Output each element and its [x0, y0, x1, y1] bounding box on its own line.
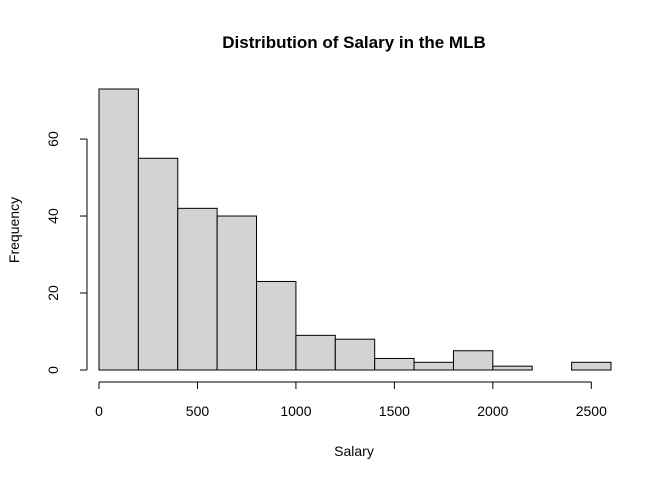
- histogram-bar-800-1000: [256, 280, 297, 371]
- histogram-bar-1800-2000: [452, 350, 494, 371]
- x-tick-label: 2500: [576, 403, 607, 419]
- y-tick-label: 0: [45, 366, 61, 374]
- x-axis: 0 500 1000 1500 2000 2500: [95, 381, 607, 419]
- histogram-bar-600-800: [216, 215, 258, 371]
- y-tick-label: 40: [45, 208, 61, 224]
- histogram-bar-0-200: [98, 88, 139, 371]
- x-tick-label: 1000: [280, 403, 311, 419]
- bars-group: [98, 88, 612, 371]
- histogram-bar-200-400: [137, 157, 179, 371]
- histogram-bar-1600-1800: [413, 361, 454, 371]
- histogram-bar-1400-1600: [374, 357, 415, 371]
- y-tick-label: 20: [45, 285, 61, 301]
- y-tick-label: 60: [45, 131, 61, 147]
- y-axis-label: Frequency: [6, 197, 22, 263]
- histogram-bar-400-600: [177, 207, 218, 371]
- x-tick-label: 1500: [379, 403, 410, 419]
- histogram-bar-1000-1200: [295, 334, 336, 371]
- histogram-bar-2400-2600: [571, 361, 612, 371]
- histogram-bar-2000-2200: [492, 365, 533, 371]
- x-tick-label: 0: [95, 403, 103, 419]
- histogram-bar-1200-1400: [334, 338, 376, 371]
- chart-title: Distribution of Salary in the MLB: [222, 33, 486, 52]
- y-axis: 0 20 40 60: [45, 131, 88, 374]
- x-tick-label: 500: [186, 403, 210, 419]
- x-axis-label: Salary: [334, 443, 374, 459]
- x-tick-label: 2000: [477, 403, 508, 419]
